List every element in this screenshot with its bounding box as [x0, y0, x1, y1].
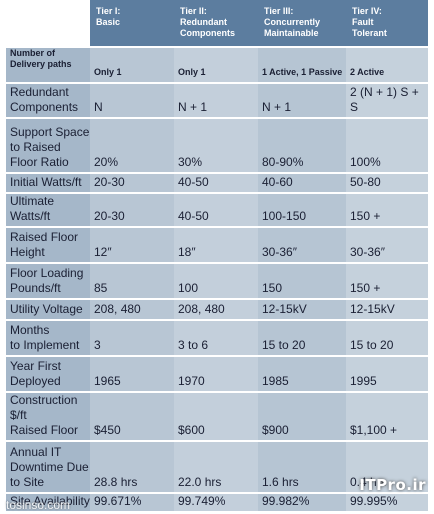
row-label: Months to Implement	[6, 319, 90, 356]
table-cell: 30%	[174, 117, 258, 173]
table-cell: 40-50	[174, 192, 258, 227]
table-cell: 30-36″	[346, 226, 428, 263]
table-cell: Only 1	[174, 46, 258, 83]
tier1-header-cell	[90, 0, 174, 46]
table-row: Support Space to Raised Floor Ratio 20% …	[6, 117, 428, 173]
table-cell: 50-80	[346, 172, 428, 193]
table-cell: 20%	[90, 117, 174, 173]
table-cell: 99.982%	[258, 492, 346, 511]
table-cell: 12-15kV	[258, 298, 346, 320]
table-cell: 15 to 20	[258, 319, 346, 356]
row-label: Support Space to Raised Floor Ratio	[6, 117, 90, 173]
tier-table: Number of Delivery paths Only 1 Only 1 1…	[6, 46, 428, 511]
watermark-left: tosinso.com	[6, 498, 71, 512]
table-cell: 22.0 hrs	[174, 440, 258, 493]
table-cell: 99.749%	[174, 492, 258, 511]
table-cell: 20-30	[90, 172, 174, 193]
table-cell: 100	[174, 262, 258, 299]
table-cell: 1 Active, 1 Passive	[258, 46, 346, 83]
table-cell: 2 Active	[346, 46, 428, 83]
table-cell: 12″	[90, 226, 174, 263]
table-cell: 150 +	[346, 262, 428, 299]
tier3-header-cell	[258, 0, 346, 46]
table-cell: 15 to 20	[346, 319, 428, 356]
table-cell: 20-30	[90, 192, 174, 227]
table-cell: 1.6 hrs	[258, 440, 346, 493]
table-row: Redundant Components N N + 1 N + 1 2 (N …	[6, 82, 428, 118]
table-cell: N + 1	[258, 82, 346, 118]
watermark-right: ITPro.ir	[359, 476, 426, 494]
table-cell: N	[90, 82, 174, 118]
table-row: Utility Voltage 208, 480 208, 480 12-15k…	[6, 298, 428, 320]
table-row: Construction $/ft Raised Floor $450 $600…	[6, 391, 428, 441]
row-label: Construction $/ft Raised Floor	[6, 391, 90, 441]
table-row: Months to Implement 3 3 to 6 15 to 20 15…	[6, 319, 428, 356]
table-cell: Only 1	[90, 46, 174, 83]
table-cell: 2 (N + 1) S + S	[346, 82, 428, 118]
table-row: Site Availability 99.671% 99.749% 99.982…	[6, 492, 428, 511]
row-label: Raised Floor Height	[6, 226, 90, 263]
row-label: Ultimate Watts/ft	[6, 192, 90, 227]
table-cell: 40-50	[174, 172, 258, 193]
row-label: Year First Deployed	[6, 355, 90, 392]
table-cell: 0.4 hrs	[346, 440, 428, 493]
row-label: Redundant Components	[6, 82, 90, 118]
table-cell: 1965	[90, 355, 174, 392]
table-cell: $1,100 +	[346, 391, 428, 441]
row-label: Utility Voltage	[6, 298, 90, 320]
table-row: Floor Loading Pounds/ft 85 100 150 150 +	[6, 262, 428, 299]
table-cell: N + 1	[174, 82, 258, 118]
row-label: Floor Loading Pounds/ft	[6, 262, 90, 299]
tier4-header-cell	[346, 0, 428, 46]
row-label: Site Availability	[6, 492, 90, 511]
table-cell: 208, 480	[174, 298, 258, 320]
table-cell: 99.995%	[346, 492, 428, 511]
table-cell: 85	[90, 262, 174, 299]
table-row: Ultimate Watts/ft 20-30 40-50 100-150 15…	[6, 192, 428, 227]
table-cell: $900	[258, 391, 346, 441]
table-cell: 40-60	[258, 172, 346, 193]
table-cell: 12-15kV	[346, 298, 428, 320]
table-cell: 80-90%	[258, 117, 346, 173]
table-row: Number of Delivery paths Only 1 Only 1 1…	[6, 46, 428, 83]
table-cell: 150	[258, 262, 346, 299]
table-cell: $450	[90, 391, 174, 441]
table-cell: 30-36″	[258, 226, 346, 263]
table-cell: 28.8 hrs	[90, 440, 174, 493]
table-cell: 3 to 6	[174, 319, 258, 356]
table-cell: 100-150	[258, 192, 346, 227]
tier4-heading: Tier IV: Fault Tolerant	[352, 6, 387, 38]
table-cell: 1995	[346, 355, 428, 392]
table-cell: 1970	[174, 355, 258, 392]
table-cell: 208, 480	[90, 298, 174, 320]
tier2-heading: Tier II: Redundant Components	[180, 6, 235, 38]
table-cell: $600	[174, 391, 258, 441]
tier1-heading: Tier I: Basic	[96, 6, 121, 27]
table-cell: 100%	[346, 117, 428, 173]
row-label: Number of Delivery paths	[6, 46, 90, 83]
row-label: Initial Watts/ft	[6, 172, 90, 193]
table-row: Raised Floor Height 12″ 18″ 30-36″ 30-36…	[6, 226, 428, 263]
table-cell: 99.671%	[90, 492, 174, 511]
tier2-header-cell	[174, 0, 258, 46]
table-cell: 1985	[258, 355, 346, 392]
table-cell: 3	[90, 319, 174, 356]
tier3-heading: Tier III: Concurrently Maintainable	[264, 6, 321, 38]
table-row: Year First Deployed 1965 1970 1985 1995	[6, 355, 428, 392]
table-cell: 18″	[174, 226, 258, 263]
table-cell: 150 +	[346, 192, 428, 227]
table-row: Annual IT Downtime Due to Site 28.8 hrs …	[6, 440, 428, 493]
row-label: Annual IT Downtime Due to Site	[6, 440, 90, 493]
table-row: Initial Watts/ft 20-30 40-50 40-60 50-80	[6, 172, 428, 193]
